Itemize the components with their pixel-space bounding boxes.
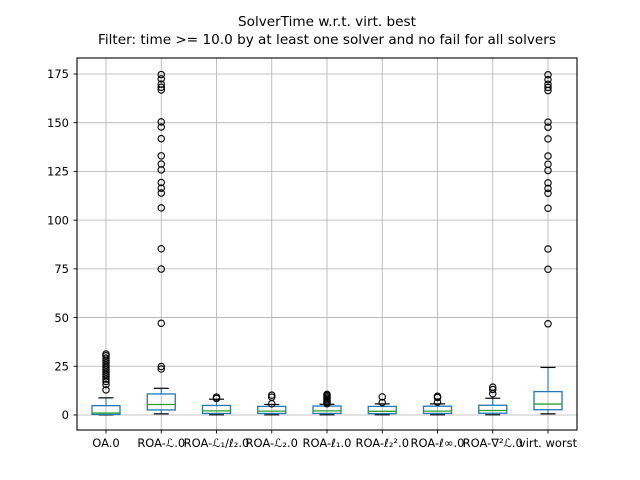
outlier-marker — [102, 370, 110, 379]
outlier-marker — [544, 265, 552, 273]
iqr-box — [146, 393, 176, 411]
y-tick-label: 0 — [62, 408, 69, 422]
outlier-marker — [544, 245, 552, 253]
outlier-marker — [157, 184, 166, 192]
outlier-marker — [544, 320, 552, 328]
outlier-marker — [433, 392, 442, 401]
outlier-marker — [157, 178, 166, 187]
outlier-marker — [378, 398, 386, 407]
iqr-box — [367, 405, 397, 415]
outlier-marker — [157, 134, 166, 143]
y-tick-label: 75 — [54, 262, 69, 276]
chart-subtitle: Filter: time >= 10.0 by at least one sol… — [98, 32, 556, 48]
outlier-marker — [102, 386, 110, 394]
x-tick-label: ROA-ℒ₂.0 — [246, 436, 298, 450]
outlier-marker — [267, 391, 276, 399]
x-tick-label: ROA-ℓ₂².0 — [355, 436, 409, 450]
outlier-marker — [544, 80, 552, 89]
outlier-marker — [157, 166, 166, 174]
outlier-marker — [544, 83, 552, 92]
outlier-marker — [544, 189, 552, 197]
y-tick-label: 100 — [47, 213, 69, 227]
outlier-marker — [157, 118, 166, 126]
y-tick-label: 50 — [54, 311, 69, 325]
iqr-box — [478, 404, 508, 414]
iqr-box — [422, 405, 453, 415]
outlier-marker — [102, 366, 110, 374]
y-tick-label: 175 — [47, 67, 69, 81]
outlier-marker — [378, 393, 386, 401]
x-tick-label: ROA-ℓ₁.0 — [303, 436, 352, 450]
x-tick-label: OA.0 — [92, 436, 120, 450]
outlier-marker — [157, 265, 166, 273]
x-tick-label: ROA-ℒ.0 — [137, 436, 185, 450]
outlier-marker — [102, 359, 110, 367]
outlier-marker — [157, 189, 166, 197]
outlier-marker — [544, 152, 552, 160]
y-tick-label: 150 — [47, 116, 69, 130]
outlier-marker — [102, 373, 110, 381]
outlier-marker — [544, 204, 552, 212]
outlier-marker — [157, 152, 166, 160]
x-tick-label: virt. worst — [519, 436, 578, 450]
outlier-marker — [102, 350, 110, 358]
x-tick-label: ROA-∇²ℒ.0 — [463, 436, 523, 450]
outlier-marker — [323, 390, 331, 399]
outlier-marker — [102, 354, 110, 362]
outlier-marker — [488, 383, 497, 391]
outlier-marker — [544, 160, 552, 168]
outlier-marker — [544, 184, 552, 193]
outlier-marker — [544, 118, 552, 126]
x-tick-label: ROA-ℓ∞.0 — [411, 436, 465, 450]
outlier-marker — [544, 123, 552, 131]
y-tick-label: 25 — [54, 359, 69, 373]
outlier-marker — [157, 83, 166, 91]
outlier-marker — [544, 75, 552, 84]
chart-title: SolverTime w.r.t. virt. best — [238, 14, 416, 30]
iqr-box — [91, 404, 121, 416]
outlier-marker — [157, 245, 166, 253]
outlier-marker — [433, 398, 442, 406]
outlier-marker — [157, 204, 166, 212]
iqr-box — [533, 390, 563, 411]
outlier-marker — [102, 380, 110, 389]
outlier-marker — [157, 160, 166, 168]
outlier-marker — [544, 179, 552, 187]
outlier-marker — [157, 123, 166, 131]
outlier-marker — [488, 385, 497, 394]
y-tick-label: 125 — [47, 165, 69, 179]
outlier-marker — [212, 393, 221, 401]
outlier-marker — [544, 71, 552, 79]
outlier-marker — [102, 361, 110, 369]
x-tick-label: ROA-ℒ₁/ℓ₂.0 — [184, 436, 250, 450]
outlier-marker — [102, 375, 110, 383]
outlier-marker — [157, 86, 166, 94]
outlier-marker — [102, 377, 110, 386]
outlier-marker — [157, 319, 166, 327]
outlier-marker — [102, 368, 110, 376]
outlier-marker — [102, 363, 110, 372]
iqr-box — [201, 404, 232, 415]
outlier-marker — [544, 135, 552, 143]
outlier-marker — [157, 80, 166, 88]
outlier-marker — [157, 75, 166, 83]
outlier-marker — [157, 365, 166, 373]
outlier-marker — [157, 362, 166, 371]
axes-frame — [76, 57, 578, 431]
outlier-marker — [157, 70, 166, 79]
